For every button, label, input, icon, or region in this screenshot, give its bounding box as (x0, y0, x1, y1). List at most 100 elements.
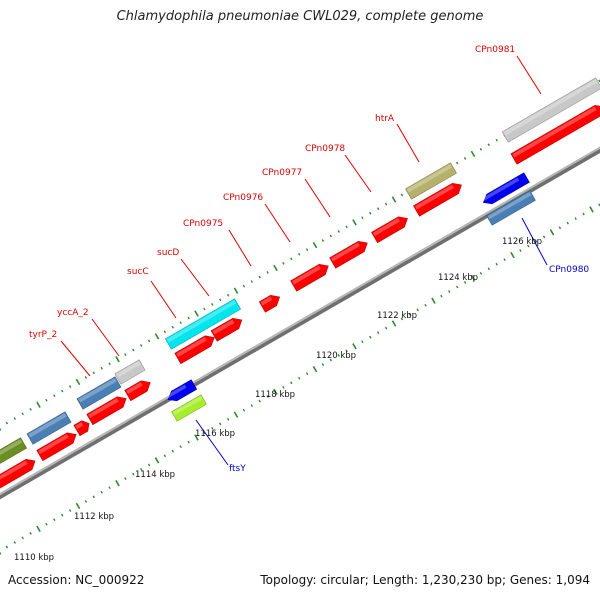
gene-annotation-1 (0, 437, 27, 467)
cds-forward-3-shine (75, 422, 84, 429)
scale-tick-minor (345, 225, 348, 229)
scale-tick-minor (337, 230, 340, 233)
gene-annotation-5-body (164, 298, 242, 350)
scale-tick-minor (100, 366, 103, 370)
cds-forward-8-shine (260, 296, 273, 306)
scale-tick-major (115, 355, 120, 363)
gene-reverse-2 (171, 394, 207, 422)
scale-tick-minor (5, 421, 9, 425)
scale-tick-major (391, 196, 397, 203)
scale-tick-minor (163, 454, 167, 458)
scale-tick-minor (558, 226, 562, 230)
gene-label-ycca-2: yccA_2 (57, 308, 89, 318)
scale-tick-major (0, 427, 2, 431)
gene-label-cpn0980: CPn0980 (549, 265, 589, 275)
cds-forward-13 (510, 104, 600, 165)
scale-tick-minor (68, 509, 72, 512)
cds-forward-12-shine (414, 184, 455, 210)
scale-tick-minor (60, 389, 64, 393)
scale-label-1124-kbp: 1124 kbp (438, 273, 478, 283)
accession-text: Accession: NC_000922 (8, 573, 145, 587)
gene-reverse-3-shine (481, 177, 520, 202)
gene-annotation-6-shine (406, 164, 453, 193)
scale-tick-minor (329, 234, 333, 238)
scale-tick-minor (211, 427, 214, 430)
labels: 1110 kbp 1112 kbp 1114 kbp 1116 kbp 1118 kbp… (14, 45, 589, 563)
gene-label-cpn0976: CPn0976 (223, 193, 263, 203)
cds-forward-7-body (210, 317, 243, 342)
leader-cpn0977 (304, 178, 331, 218)
scale-tick-minor (282, 261, 285, 265)
cds-forward-11-body (371, 216, 408, 244)
scale-tick-minor (21, 412, 24, 416)
gene-reverse-3-body (482, 172, 530, 205)
scale-tick-minor (487, 267, 491, 271)
scale-tick-minor (13, 417, 17, 420)
cds-forward-4-shine (88, 398, 119, 418)
scale-tick-major (0, 551, 2, 555)
scale-tick-major (75, 502, 81, 510)
scale-tick-major (233, 411, 239, 418)
scale-tick-major (115, 479, 120, 487)
scale-tick-minor (384, 202, 388, 206)
scale-tick-minor (108, 486, 111, 490)
scale-tick-major (470, 150, 476, 158)
gene-label-sucd: sucD (157, 248, 179, 258)
scale-tick-minor (424, 303, 427, 307)
scale-tick-major (431, 297, 436, 304)
scale-tick-minor (266, 271, 269, 274)
leader-succ (150, 280, 177, 319)
scale-tick-minor (218, 298, 222, 302)
scale-tick-minor (282, 385, 285, 389)
scale-tick-minor (479, 271, 483, 275)
scale-tick-minor (132, 472, 135, 476)
cds-forward-3-body (73, 420, 90, 437)
scale-tick-major (194, 434, 199, 441)
cds-forward-7-shine (212, 319, 235, 335)
gene-annotation-3-body (76, 376, 122, 410)
gene-annotation-7 (501, 77, 600, 143)
scale-tick-minor (305, 248, 309, 252)
scale-tick-major (273, 264, 278, 272)
gene-annotation-3 (76, 376, 122, 410)
scale-tick-minor (321, 363, 325, 366)
gene-reverse-3 (481, 172, 530, 205)
scale-tick-major (194, 310, 199, 317)
scale-tick-minor (108, 362, 111, 366)
leader-ftsy (195, 419, 229, 466)
cds-forward-5-body (124, 380, 151, 402)
cds-forward-4-body (86, 396, 127, 426)
leader-cpn0981 (516, 55, 542, 95)
scale-tick-minor (448, 290, 451, 293)
cds-forward-3 (73, 420, 90, 437)
scale-tick-minor (400, 193, 404, 197)
leader-cpn0975 (228, 229, 252, 267)
cds-forward-12-body (413, 182, 462, 217)
gene-annotation-6-body (405, 162, 457, 200)
scale-tick-minor (179, 321, 182, 325)
cds-forward-11-shine (372, 218, 400, 236)
scale-tick-minor (242, 284, 246, 288)
scale-tick-minor (45, 398, 48, 402)
scale-tick-minor (297, 252, 301, 256)
gene-reverse-4 (486, 190, 536, 226)
scale-tick-minor (503, 258, 506, 262)
scale-label-1114-kbp: 1114 kbp (135, 470, 175, 480)
scale-tick-major (154, 457, 160, 464)
cds-forward-11 (371, 216, 408, 244)
scale-label-1116-kbp: 1116 kbp (195, 429, 235, 439)
scale-tick-major (36, 401, 41, 408)
gene-reverse-4-body (486, 190, 536, 226)
gene-annotation-2 (26, 411, 72, 445)
scale-tick-minor (5, 545, 9, 549)
gene-label-htra: htrA (375, 114, 395, 124)
scale-tick-minor (139, 468, 143, 471)
leader-cpn0978 (344, 154, 372, 193)
scale-tick-minor (582, 212, 585, 216)
scale-tick-major (589, 206, 594, 213)
gene-annotation-3-shine (78, 378, 117, 403)
scale-tick-minor (203, 307, 206, 311)
gene-annotation-2-shine (28, 413, 67, 438)
scale-tick-minor (124, 477, 127, 480)
scale-tick-minor (218, 422, 222, 426)
